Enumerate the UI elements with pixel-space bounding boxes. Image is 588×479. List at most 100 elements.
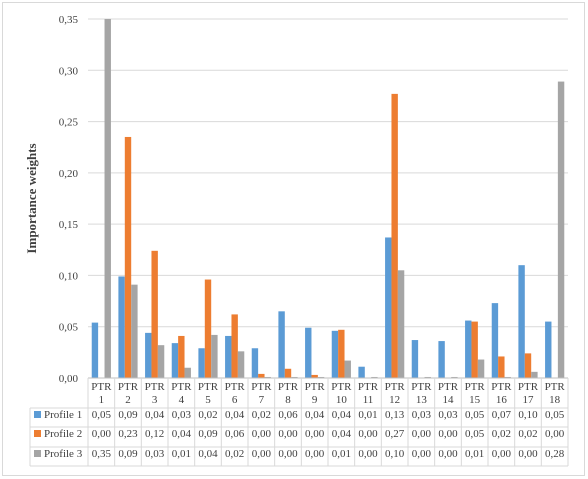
data-label: 0,01 bbox=[358, 409, 377, 421]
bar-profile-2-ptr17 bbox=[524, 353, 532, 378]
x-tick-label: PTR bbox=[118, 381, 139, 393]
y-tick-label: 0,00 bbox=[59, 373, 79, 385]
x-tick-label: PTR bbox=[438, 381, 459, 393]
bar-profile-3-ptr11 bbox=[371, 376, 378, 378]
x-tick-label: PTR bbox=[465, 381, 486, 393]
x-tick-label: PTR bbox=[278, 381, 299, 393]
x-tick-label: 16 bbox=[496, 394, 508, 406]
x-tick-label: 4 bbox=[179, 394, 185, 406]
data-label: 0,02 bbox=[518, 428, 537, 440]
data-label: 0,05 bbox=[545, 409, 565, 421]
x-tick-label: PTR bbox=[518, 381, 539, 393]
x-tick-label: PTR bbox=[411, 381, 432, 393]
x-tick-label: PTR bbox=[305, 381, 326, 393]
data-label: 0,00 bbox=[358, 448, 378, 460]
data-label: 0,04 bbox=[332, 428, 352, 440]
bar-profile-1-ptr12 bbox=[385, 237, 392, 378]
data-label: 0,00 bbox=[438, 448, 458, 460]
x-tick-label: PTR bbox=[251, 381, 272, 393]
bar-profile-1-ptr4 bbox=[171, 343, 179, 378]
data-label: 0,00 bbox=[358, 428, 378, 440]
data-label: 0,00 bbox=[305, 448, 325, 460]
data-label: 0,04 bbox=[305, 409, 325, 421]
data-label: 0,09 bbox=[198, 428, 218, 440]
x-tick-label: 2 bbox=[125, 394, 131, 406]
bar-profile-1-ptr16 bbox=[491, 303, 499, 378]
data-label: 0,00 bbox=[518, 448, 538, 460]
bar-profile-3-ptr2 bbox=[131, 284, 138, 378]
x-tick-label: PTR bbox=[358, 381, 379, 393]
bar-profile-1-ptr13 bbox=[411, 340, 419, 378]
bar-profile-2-ptr5 bbox=[204, 279, 212, 378]
data-label: 0,00 bbox=[412, 428, 432, 440]
data-label: 0,06 bbox=[225, 428, 245, 440]
bar-profile-1-ptr2 bbox=[118, 276, 125, 378]
bar-profile-3-ptr4 bbox=[184, 367, 191, 378]
data-label: 0,00 bbox=[412, 448, 432, 460]
x-tick-label: 17 bbox=[523, 394, 535, 406]
bar-profile-3-ptr6 bbox=[237, 351, 245, 378]
data-label: 0,01 bbox=[332, 448, 351, 460]
data-label: 0,04 bbox=[145, 409, 165, 421]
x-tick-label: 9 bbox=[312, 394, 318, 406]
bar-profile-3-ptr12 bbox=[397, 270, 405, 378]
x-tick-label: 1 bbox=[99, 394, 105, 406]
x-tick-label: 18 bbox=[549, 394, 561, 406]
bar-profile-1-ptr3 bbox=[145, 332, 152, 378]
legend-key-1 bbox=[34, 411, 41, 418]
data-label: 0,03 bbox=[145, 448, 165, 460]
data-label: 0,28 bbox=[545, 448, 565, 460]
bar-profile-3-ptr13 bbox=[424, 376, 431, 378]
bar-profile-3-ptr9 bbox=[317, 376, 325, 378]
y-tick-label: 0,30 bbox=[59, 65, 79, 77]
bar-profile-3-ptr7 bbox=[264, 376, 271, 378]
bar-profile-3-ptr5 bbox=[211, 334, 218, 378]
x-tick-label: PTR bbox=[545, 381, 566, 393]
legend-label: Profile 1 bbox=[44, 409, 82, 421]
bar-profile-1-ptr6 bbox=[225, 335, 232, 378]
bar-profile-2-ptr12 bbox=[391, 93, 398, 379]
data-label: 0,00 bbox=[545, 428, 565, 440]
data-label: 0,04 bbox=[198, 448, 218, 460]
x-tick-label: 5 bbox=[205, 394, 211, 406]
data-label: 0,02 bbox=[225, 448, 244, 460]
bar-profile-3-ptr10 bbox=[344, 360, 351, 378]
bar-profile-1-ptr10 bbox=[331, 330, 339, 378]
data-label: 0,09 bbox=[118, 448, 138, 460]
bar-profile-2-ptr7 bbox=[258, 373, 265, 378]
x-tick-label: PTR bbox=[491, 381, 512, 393]
data-label: 0,27 bbox=[385, 428, 405, 440]
data-label: 0,00 bbox=[252, 428, 272, 440]
bar-profile-2-ptr15 bbox=[471, 321, 478, 378]
bar-profile-3-ptr17 bbox=[531, 371, 538, 378]
data-label: 0,02 bbox=[198, 409, 217, 421]
x-tick-label: PTR bbox=[198, 381, 219, 393]
legend-key-3 bbox=[34, 450, 41, 457]
data-label: 0,02 bbox=[492, 428, 511, 440]
data-label: 0,04 bbox=[225, 409, 245, 421]
bar-profile-1-ptr7 bbox=[251, 348, 259, 378]
data-label: 0,10 bbox=[518, 409, 538, 421]
bar-profile-2-ptr4 bbox=[178, 335, 185, 378]
y-tick-label: 0,35 bbox=[59, 14, 79, 26]
bar-profile-2-ptr6 bbox=[231, 314, 238, 378]
bar-profile-3-ptr18 bbox=[557, 81, 565, 378]
data-label: 0,04 bbox=[172, 428, 192, 440]
data-label: 0,04 bbox=[332, 409, 352, 421]
data-label: 0,00 bbox=[492, 448, 512, 460]
y-tick-label: 0,15 bbox=[59, 219, 79, 231]
bar-profile-1-ptr5 bbox=[198, 348, 205, 378]
bar-profile-3-ptr15 bbox=[477, 359, 485, 378]
x-tick-label: 12 bbox=[389, 394, 400, 406]
data-label: 0,35 bbox=[92, 448, 112, 460]
data-label: 0,02 bbox=[252, 409, 271, 421]
x-tick-label: 10 bbox=[336, 394, 348, 406]
data-label: 0,12 bbox=[145, 428, 164, 440]
data-label: 0,09 bbox=[118, 409, 138, 421]
x-tick-label: 3 bbox=[152, 394, 158, 406]
bar-profile-1-ptr1 bbox=[91, 322, 99, 378]
data-label: 0,03 bbox=[438, 409, 458, 421]
bar-profile-2-ptr2 bbox=[124, 136, 132, 378]
